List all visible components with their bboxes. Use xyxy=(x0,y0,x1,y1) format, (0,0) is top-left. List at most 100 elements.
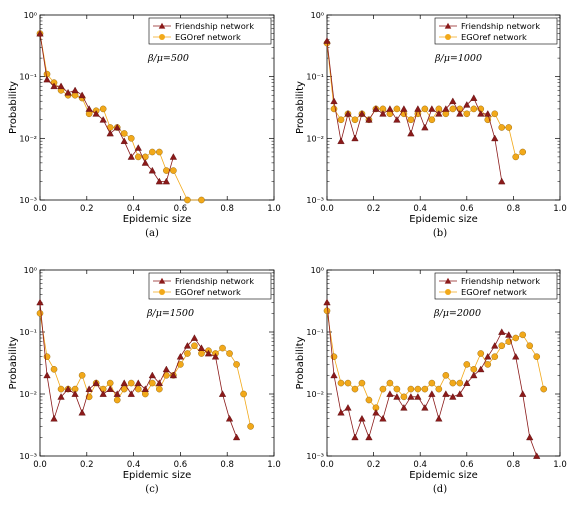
data-point-triangle xyxy=(407,393,415,400)
x-tick-label: 0.8 xyxy=(220,204,234,214)
data-point-circle xyxy=(456,379,464,387)
data-point-circle xyxy=(505,124,513,131)
data-point-circle xyxy=(449,105,457,113)
data-point-circle xyxy=(498,342,506,350)
data-point-triangle xyxy=(71,390,79,397)
legend-entry: EGOref network xyxy=(461,287,527,297)
data-point-circle xyxy=(134,385,142,393)
data-point-circle xyxy=(170,167,177,174)
data-point-circle xyxy=(519,331,527,339)
parameter-annotation: β/μ=1000 xyxy=(434,53,482,64)
data-point-circle xyxy=(156,148,163,156)
data-point-triangle xyxy=(43,75,51,83)
data-point-triangle xyxy=(470,94,478,101)
data-point-triangle xyxy=(463,101,471,108)
chart-panel-b: 0.0 0.2 0.4 0.6 0.8 1.0 10⁻³ 10⁻² 10⁻¹ 10⁰ Epidemi… xyxy=(295,11,567,239)
legend-marker-circle xyxy=(159,289,165,295)
data-point-triangle xyxy=(169,371,178,379)
data-point-circle xyxy=(156,385,163,393)
data-point-circle xyxy=(491,110,499,118)
data-point-triangle xyxy=(330,97,338,105)
legend-box xyxy=(148,17,272,45)
plot-frame xyxy=(39,14,275,201)
data-point-circle xyxy=(127,379,135,387)
data-point-circle xyxy=(428,379,436,387)
data-point-triangle xyxy=(183,342,192,349)
x-axis-label: Epidemic size xyxy=(409,470,478,481)
data-point-triangle xyxy=(477,365,485,373)
data-point-circle xyxy=(134,153,142,161)
legend-box xyxy=(434,272,558,300)
series-egoref xyxy=(36,310,254,430)
y-tick-label: 10⁻³ xyxy=(306,452,324,461)
x-tick-label: 0.2 xyxy=(367,460,381,470)
data-point-triangle xyxy=(498,328,506,335)
data-point-triangle xyxy=(519,390,527,397)
data-point-circle xyxy=(330,105,338,113)
data-point-triangle xyxy=(456,390,464,397)
data-point-triangle xyxy=(498,177,506,185)
legend-entry: Friendship network xyxy=(175,21,254,31)
data-point-circle xyxy=(226,350,233,357)
data-point-triangle xyxy=(134,144,142,151)
data-point-triangle xyxy=(491,134,499,142)
series-egoref xyxy=(323,307,547,412)
legend-marker-circle xyxy=(445,289,451,295)
data-point-circle xyxy=(533,353,541,360)
data-point-triangle xyxy=(337,137,345,144)
y-tick-label: 10⁻¹ xyxy=(19,328,37,337)
y-tick-label: 10⁻¹ xyxy=(306,328,324,337)
data-point-triangle xyxy=(43,371,51,379)
x-axis-label: Epidemic size xyxy=(123,214,192,225)
legend-entry: Friendship network xyxy=(175,276,254,286)
data-point-triangle xyxy=(64,88,72,96)
data-point-circle xyxy=(127,135,135,142)
legend-entry: EGOref network xyxy=(461,32,527,42)
x-tick-label: 0.0 xyxy=(33,204,47,214)
data-point-triangle xyxy=(148,371,156,379)
data-point-circle xyxy=(491,353,499,360)
series-egoref xyxy=(36,30,205,204)
data-point-triangle xyxy=(337,408,345,416)
chart-panel-a: 0.0 0.2 0.4 0.6 0.8 1.0 10⁻³ 10⁻² 10⁻¹ 10⁰ Epidemi… xyxy=(8,11,281,239)
series-friendship xyxy=(323,37,506,185)
data-point-circle xyxy=(149,148,156,156)
series-line xyxy=(39,302,237,438)
data-point-triangle xyxy=(323,298,331,306)
plot-frame xyxy=(39,269,275,457)
data-point-triangle xyxy=(379,110,387,117)
x-tick-label: 0.8 xyxy=(220,460,234,470)
data-point-triangle xyxy=(351,433,359,441)
data-point-circle xyxy=(247,423,254,430)
data-point-circle xyxy=(463,361,471,368)
y-tick-label: 10⁻¹ xyxy=(19,73,37,82)
panel-caption: (d) xyxy=(433,484,447,495)
legend-entry: EGOref network xyxy=(175,287,241,297)
x-tick-label: 0.2 xyxy=(80,460,94,470)
y-tick-label: 10⁻³ xyxy=(19,452,37,461)
data-point-triangle xyxy=(358,110,366,117)
y-tick-label: 10⁻² xyxy=(19,390,37,399)
y-tick-label: 10⁰ xyxy=(24,266,37,275)
data-point-triangle xyxy=(484,110,492,117)
data-point-triangle xyxy=(218,390,227,397)
data-point-triangle xyxy=(477,110,485,117)
data-point-triangle xyxy=(85,385,93,392)
plot-frame xyxy=(326,14,561,201)
data-point-circle xyxy=(519,148,527,156)
data-point-circle xyxy=(428,116,436,124)
data-point-triangle xyxy=(134,379,142,386)
data-point-triangle xyxy=(386,105,394,112)
parameter-annotation: β/μ=500 xyxy=(147,53,189,64)
legend-box xyxy=(148,272,272,300)
data-point-triangle xyxy=(127,153,135,160)
data-point-triangle xyxy=(407,129,415,137)
data-point-circle xyxy=(149,379,156,387)
data-point-circle xyxy=(414,385,422,393)
data-point-circle xyxy=(407,116,415,124)
data-point-triangle xyxy=(358,414,366,422)
data-point-circle xyxy=(449,379,457,387)
data-point-circle xyxy=(498,124,506,131)
data-point-triangle xyxy=(512,352,520,360)
